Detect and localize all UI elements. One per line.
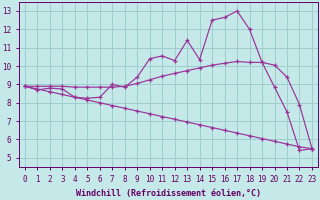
- X-axis label: Windchill (Refroidissement éolien,°C): Windchill (Refroidissement éolien,°C): [76, 189, 261, 198]
